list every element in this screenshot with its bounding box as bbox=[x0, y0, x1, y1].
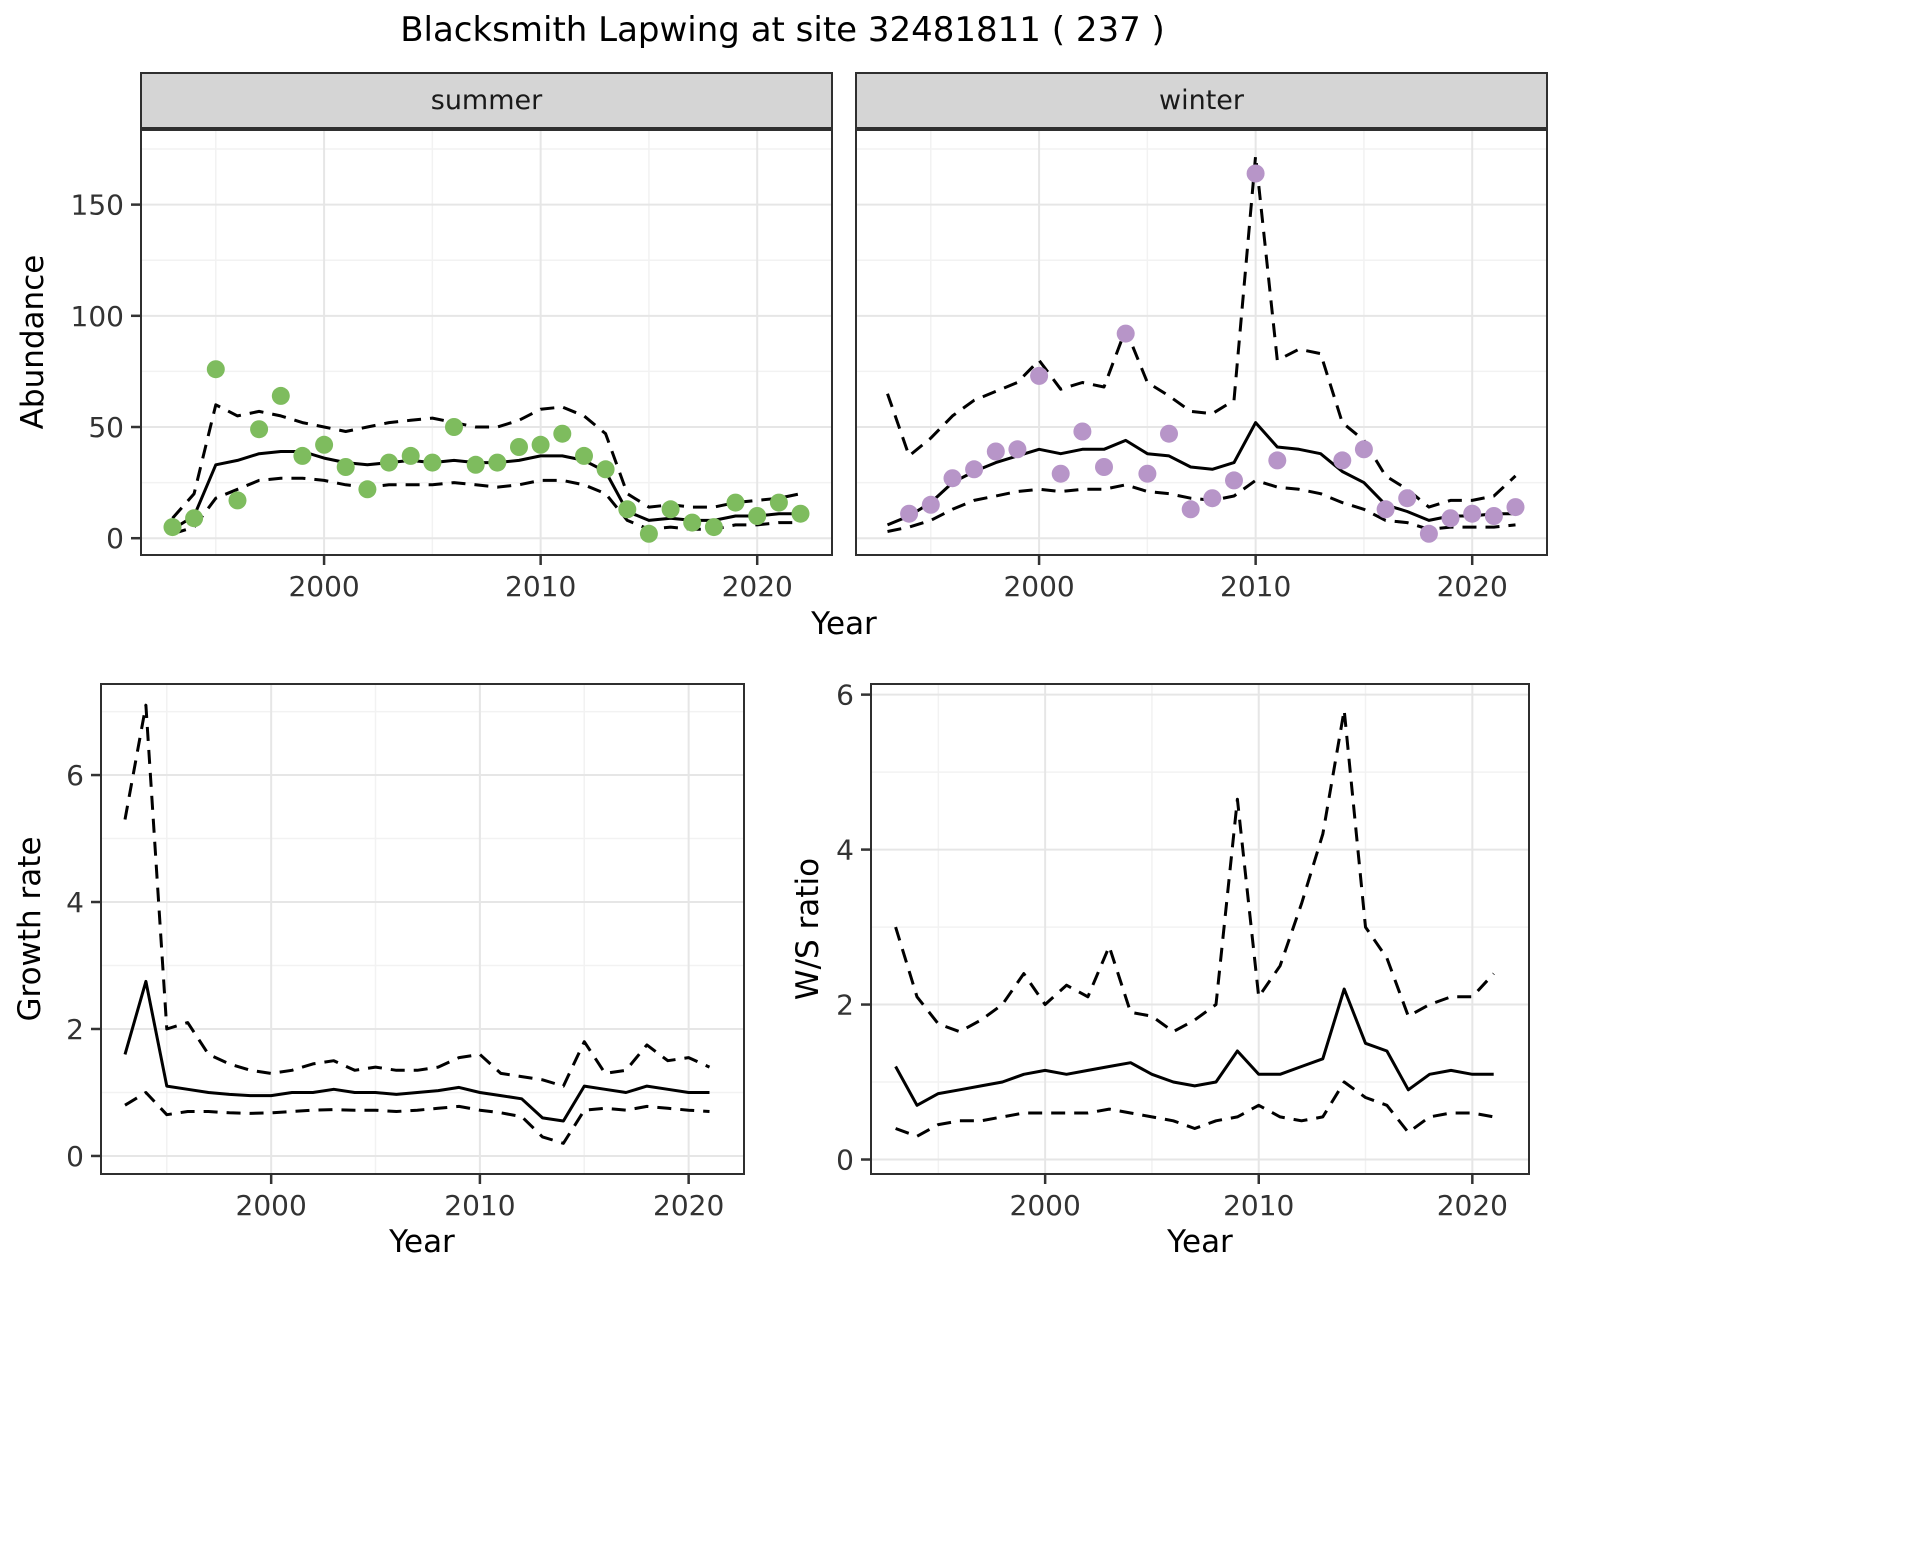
ws-ratio-fit-line bbox=[894, 987, 1494, 1107]
x-tick-label: 2010 bbox=[1223, 1189, 1294, 1222]
plot-title: Blacksmith Lapwing at site 32481811 ( 23… bbox=[400, 10, 1165, 50]
facet-strip-summer-label: summer bbox=[430, 85, 543, 116]
y-tick-label: 150 bbox=[71, 189, 124, 222]
ws-ratio-chart: 2000 2010 2020 0 2 4 6 bbox=[836, 679, 1530, 1222]
x-tick-label: 2010 bbox=[444, 1189, 515, 1222]
y-axis-title-abundance: Abundance bbox=[15, 254, 51, 430]
plot-area bbox=[123, 703, 711, 1145]
ws-ratio-upper95-line bbox=[894, 708, 1495, 1034]
panel-background bbox=[100, 683, 745, 1175]
minor-gridlines bbox=[855, 129, 1548, 556]
panel-border bbox=[855, 129, 1548, 556]
x-tick-label: 2000 bbox=[1010, 1189, 1081, 1222]
abundance-winter-observed-points bbox=[900, 164, 1525, 543]
ws-ratio-lower95-line bbox=[895, 1080, 1494, 1138]
y-tick-label: 50 bbox=[88, 411, 124, 444]
y-axis-title-growth-rate: Growth rate bbox=[12, 836, 48, 1022]
growth-rate-lower95-line bbox=[124, 1091, 710, 1145]
axis-ticks: 2000 2010 2020 0 50 100 150 bbox=[71, 189, 793, 603]
growth-rate-fit-line bbox=[123, 979, 710, 1123]
x-tick-label: 2010 bbox=[505, 570, 576, 603]
abundance-summer-observed-points bbox=[163, 360, 810, 543]
growth-rate-chart: 2000 2010 2020 0 2 4 6 bbox=[66, 683, 745, 1222]
y-axis-title-ws-ratio: W/S ratio bbox=[790, 857, 826, 1001]
plot-area bbox=[163, 360, 810, 543]
panel-border bbox=[870, 683, 1530, 1175]
abundance-winter-lower95-line bbox=[887, 478, 1516, 533]
x-tick-label: 2000 bbox=[236, 1189, 307, 1222]
x-tick-label: 2000 bbox=[1003, 570, 1074, 603]
y-tick-label: 0 bbox=[66, 1140, 84, 1173]
axis-ticks: 2000 2010 2020 bbox=[1003, 556, 1508, 603]
panel-background bbox=[870, 683, 1530, 1175]
panel-background bbox=[855, 129, 1548, 556]
major-gridlines bbox=[855, 129, 1548, 556]
y-tick-label: 4 bbox=[66, 886, 84, 919]
x-tick-label: 2020 bbox=[1437, 1189, 1508, 1222]
abundance-winter-fit-line bbox=[886, 421, 1516, 527]
panel-background bbox=[140, 129, 833, 556]
x-axis-title-top: Year bbox=[811, 606, 877, 642]
facet-strip-winter: winter bbox=[855, 72, 1548, 129]
axis-ticks: 2000 2010 2020 0 2 4 6 bbox=[66, 759, 724, 1222]
summer-abundance-chart: 2000 2010 2020 0 50 100 150 bbox=[71, 129, 833, 603]
y-tick-label: 6 bbox=[836, 679, 854, 712]
x-tick-label: 2020 bbox=[722, 570, 793, 603]
major-gridlines bbox=[870, 683, 1530, 1175]
y-tick-label: 100 bbox=[71, 300, 124, 333]
x-tick-label: 2010 bbox=[1220, 570, 1291, 603]
y-tick-label: 2 bbox=[66, 1013, 84, 1046]
facet-strip-summer: summer bbox=[140, 72, 833, 129]
x-tick-label: 2000 bbox=[288, 570, 359, 603]
y-tick-label: 2 bbox=[836, 989, 854, 1022]
growth-rate-upper95-line bbox=[123, 703, 711, 1088]
x-axis-title-growth: Year bbox=[389, 1224, 455, 1260]
winter-abundance-chart: 2000 2010 2020 bbox=[855, 129, 1548, 603]
x-axis-title-ws: Year bbox=[1167, 1224, 1233, 1260]
y-tick-label: 0 bbox=[106, 522, 124, 555]
y-tick-label: 6 bbox=[66, 759, 84, 792]
plot-area bbox=[886, 154, 1525, 543]
panel-border bbox=[140, 129, 833, 556]
major-gridlines bbox=[100, 683, 745, 1175]
plot-area bbox=[894, 708, 1495, 1138]
y-tick-label: 0 bbox=[836, 1144, 854, 1177]
y-tick-label: 4 bbox=[836, 834, 854, 867]
axis-ticks: 2000 2010 2020 0 2 4 6 bbox=[836, 679, 1508, 1222]
panel-border bbox=[100, 683, 745, 1175]
facet-strip-winter-label: winter bbox=[1159, 85, 1244, 116]
abundance-summer-upper95-line bbox=[171, 403, 801, 520]
x-tick-label: 2020 bbox=[1437, 570, 1508, 603]
x-tick-label: 2020 bbox=[653, 1189, 724, 1222]
